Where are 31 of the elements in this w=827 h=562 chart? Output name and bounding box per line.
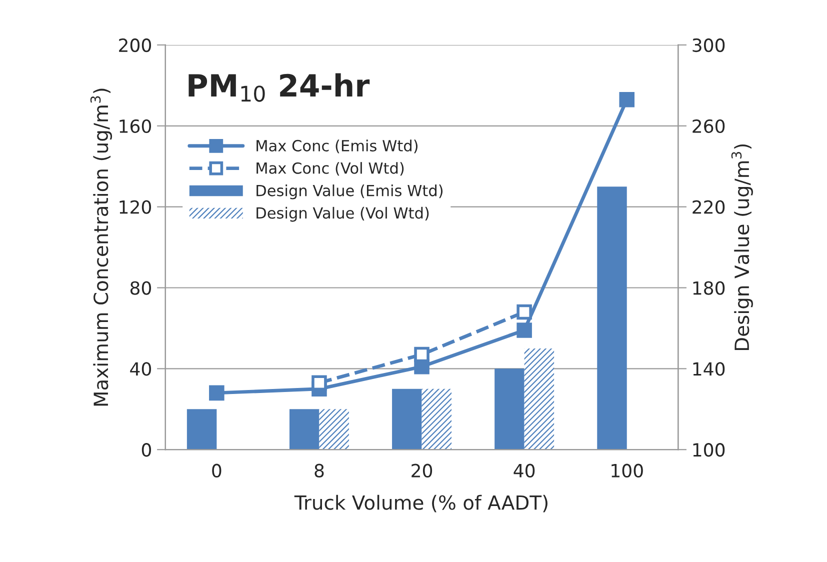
x-tick-label: 20	[412, 464, 432, 478]
point	[209, 385, 224, 401]
y2-tick-label: 100	[693, 443, 725, 457]
y-tick-label: 160	[120, 119, 152, 134]
y2-tick-label: 260	[692, 119, 725, 134]
y2-axis-title: Design Value (ug/m$^{3}$)	[731, 144, 753, 350]
x-tick-label: 8	[314, 464, 324, 478]
point	[516, 322, 532, 338]
point	[312, 375, 327, 390]
y2-tick-label: 300	[692, 38, 725, 52]
legend-label: Max Conc (Vol Wtd)	[256, 162, 404, 176]
y2-tick-label: 220	[692, 200, 725, 214]
x-tick-label: 100	[612, 464, 643, 478]
y-tick-label: 80	[130, 281, 152, 295]
y2-tick-label: 180	[693, 281, 725, 295]
x-tick-label: 40	[514, 464, 535, 478]
y-axis-title: Maximum Concentration (ug/m$^{3}$)	[90, 88, 112, 406]
y-tick-label: 200	[119, 38, 152, 52]
legend-label: Design Value (Vol Wtd)	[256, 206, 429, 222]
y-tick-label: 120	[120, 200, 152, 214]
x-tick-label: 0	[212, 464, 222, 478]
y-tick-label: 0	[142, 443, 152, 457]
text: PM$_{10}$ 24-hr	[188, 73, 370, 102]
point	[414, 346, 430, 362]
legend-label: Design Value (Emis Wtd)	[256, 184, 443, 200]
y2-tick-label: 140	[693, 362, 725, 376]
legend-label: Max Conc (Emis Wtd)	[256, 140, 418, 154]
x-axis-title: Truck Volume (% of AADT)	[294, 494, 548, 512]
y-tick-label: 40	[130, 362, 152, 376]
point	[516, 304, 532, 320]
point	[619, 92, 635, 108]
